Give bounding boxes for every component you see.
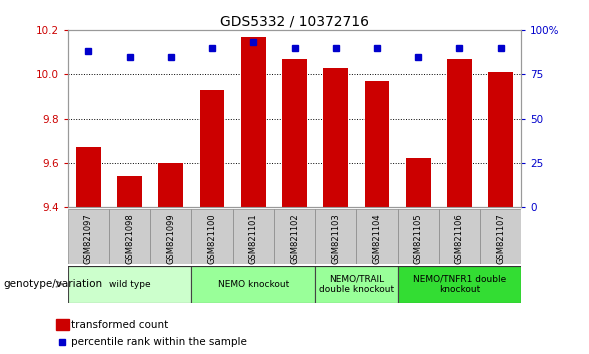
Text: NEMO/TRAIL
double knockout: NEMO/TRAIL double knockout bbox=[319, 274, 394, 294]
Text: GSM821107: GSM821107 bbox=[496, 213, 505, 264]
Bar bbox=[488, 72, 513, 207]
Text: NEMO knockout: NEMO knockout bbox=[218, 280, 289, 289]
Bar bbox=[282, 59, 307, 207]
Title: GDS5332 / 10372716: GDS5332 / 10372716 bbox=[220, 15, 369, 29]
Bar bbox=[56, 319, 69, 330]
Text: wild type: wild type bbox=[109, 280, 150, 289]
Text: transformed count: transformed count bbox=[71, 320, 168, 330]
Bar bbox=[150, 209, 191, 264]
Text: percentile rank within the sample: percentile rank within the sample bbox=[71, 337, 247, 347]
Text: genotype/variation: genotype/variation bbox=[3, 279, 102, 289]
Text: GSM821102: GSM821102 bbox=[290, 213, 299, 264]
Bar bbox=[191, 266, 315, 303]
Bar bbox=[68, 266, 191, 303]
Text: GSM821098: GSM821098 bbox=[125, 213, 134, 264]
Text: GSM821100: GSM821100 bbox=[207, 213, 217, 264]
Bar bbox=[76, 147, 101, 207]
Bar bbox=[406, 159, 431, 207]
Text: GSM821105: GSM821105 bbox=[413, 213, 423, 264]
Bar bbox=[200, 90, 224, 207]
Text: NEMO/TNFR1 double
knockout: NEMO/TNFR1 double knockout bbox=[413, 274, 506, 294]
Bar bbox=[356, 209, 398, 264]
Bar bbox=[117, 176, 142, 207]
Text: GSM821097: GSM821097 bbox=[84, 213, 93, 264]
Bar bbox=[274, 209, 315, 264]
Text: GSM821106: GSM821106 bbox=[455, 213, 464, 264]
Bar bbox=[398, 209, 439, 264]
Text: GSM821104: GSM821104 bbox=[372, 213, 382, 264]
Text: GSM821101: GSM821101 bbox=[249, 213, 258, 264]
Bar bbox=[158, 163, 183, 207]
Bar bbox=[323, 68, 348, 207]
Bar bbox=[365, 81, 389, 207]
Bar bbox=[315, 209, 356, 264]
Bar bbox=[398, 266, 521, 303]
Bar bbox=[109, 209, 150, 264]
Bar bbox=[447, 59, 472, 207]
Bar bbox=[480, 209, 521, 264]
Bar bbox=[68, 209, 109, 264]
Bar bbox=[439, 209, 480, 264]
Bar bbox=[191, 209, 233, 264]
Bar bbox=[233, 209, 274, 264]
Bar bbox=[241, 37, 266, 207]
Text: GSM821103: GSM821103 bbox=[331, 213, 340, 264]
Text: GSM821099: GSM821099 bbox=[166, 213, 176, 264]
Bar bbox=[315, 266, 398, 303]
